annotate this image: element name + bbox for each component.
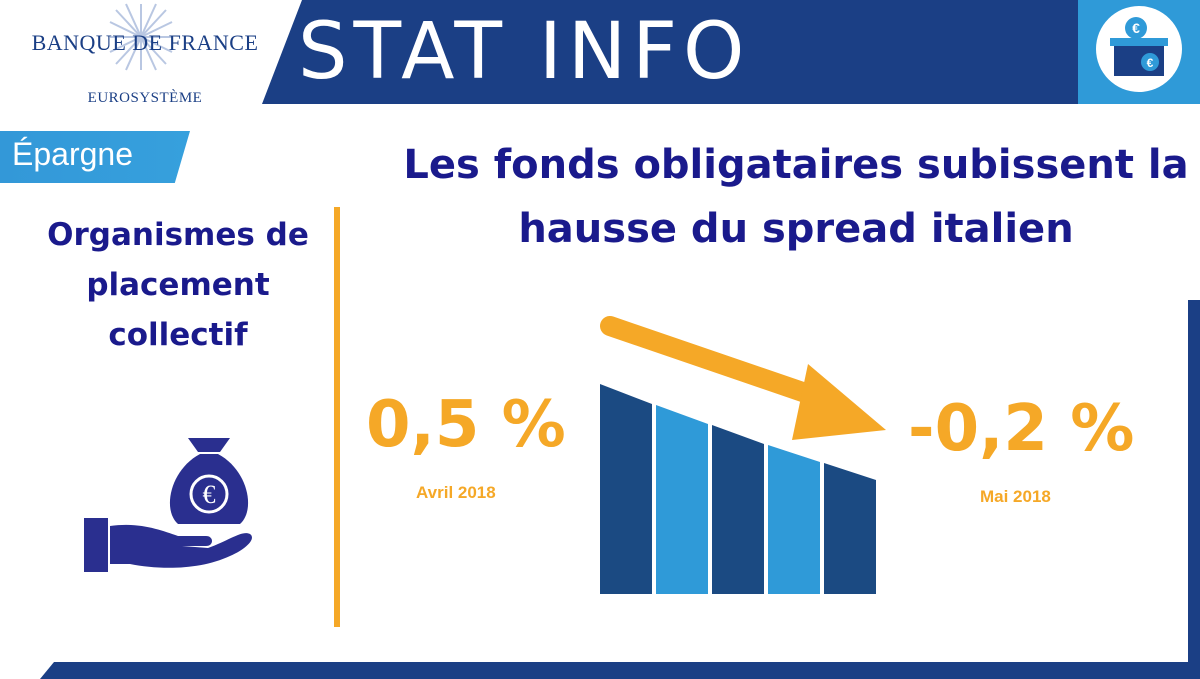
logo-subtitle: EUROSYSTÈME [87,90,203,106]
decline-arrow-icon [600,316,886,440]
declining-bars-graphic [600,316,886,594]
header-band [262,0,1200,104]
logo-name: BANQUE DE FRANCE [31,30,259,55]
headline: Les fonds obligataires subissent la haus… [403,142,1189,252]
category-tab [0,131,190,183]
svg-text:€: € [1132,20,1140,36]
section-heading: Organismes de placement collectif [47,217,309,353]
category-label: Épargne [12,136,133,172]
vertical-divider [334,207,340,627]
svg-text:€: € [1147,56,1154,70]
euro-ballot-box-icon: € € [1096,6,1182,92]
value-end: -0,2 % [908,392,1135,466]
date-end: Mai 2018 [980,487,1051,506]
date-start: Avril 2018 [416,483,496,502]
right-edge [1188,300,1200,679]
stat-info-title: STAT INFO [298,7,751,97]
money-bag-hand-icon: € [84,438,252,572]
logo-burst [109,3,173,71]
header-stripe [248,0,268,104]
value-start: 0,5 % [366,388,566,462]
bottom-band [40,662,1200,679]
svg-text:€: € [203,480,216,509]
